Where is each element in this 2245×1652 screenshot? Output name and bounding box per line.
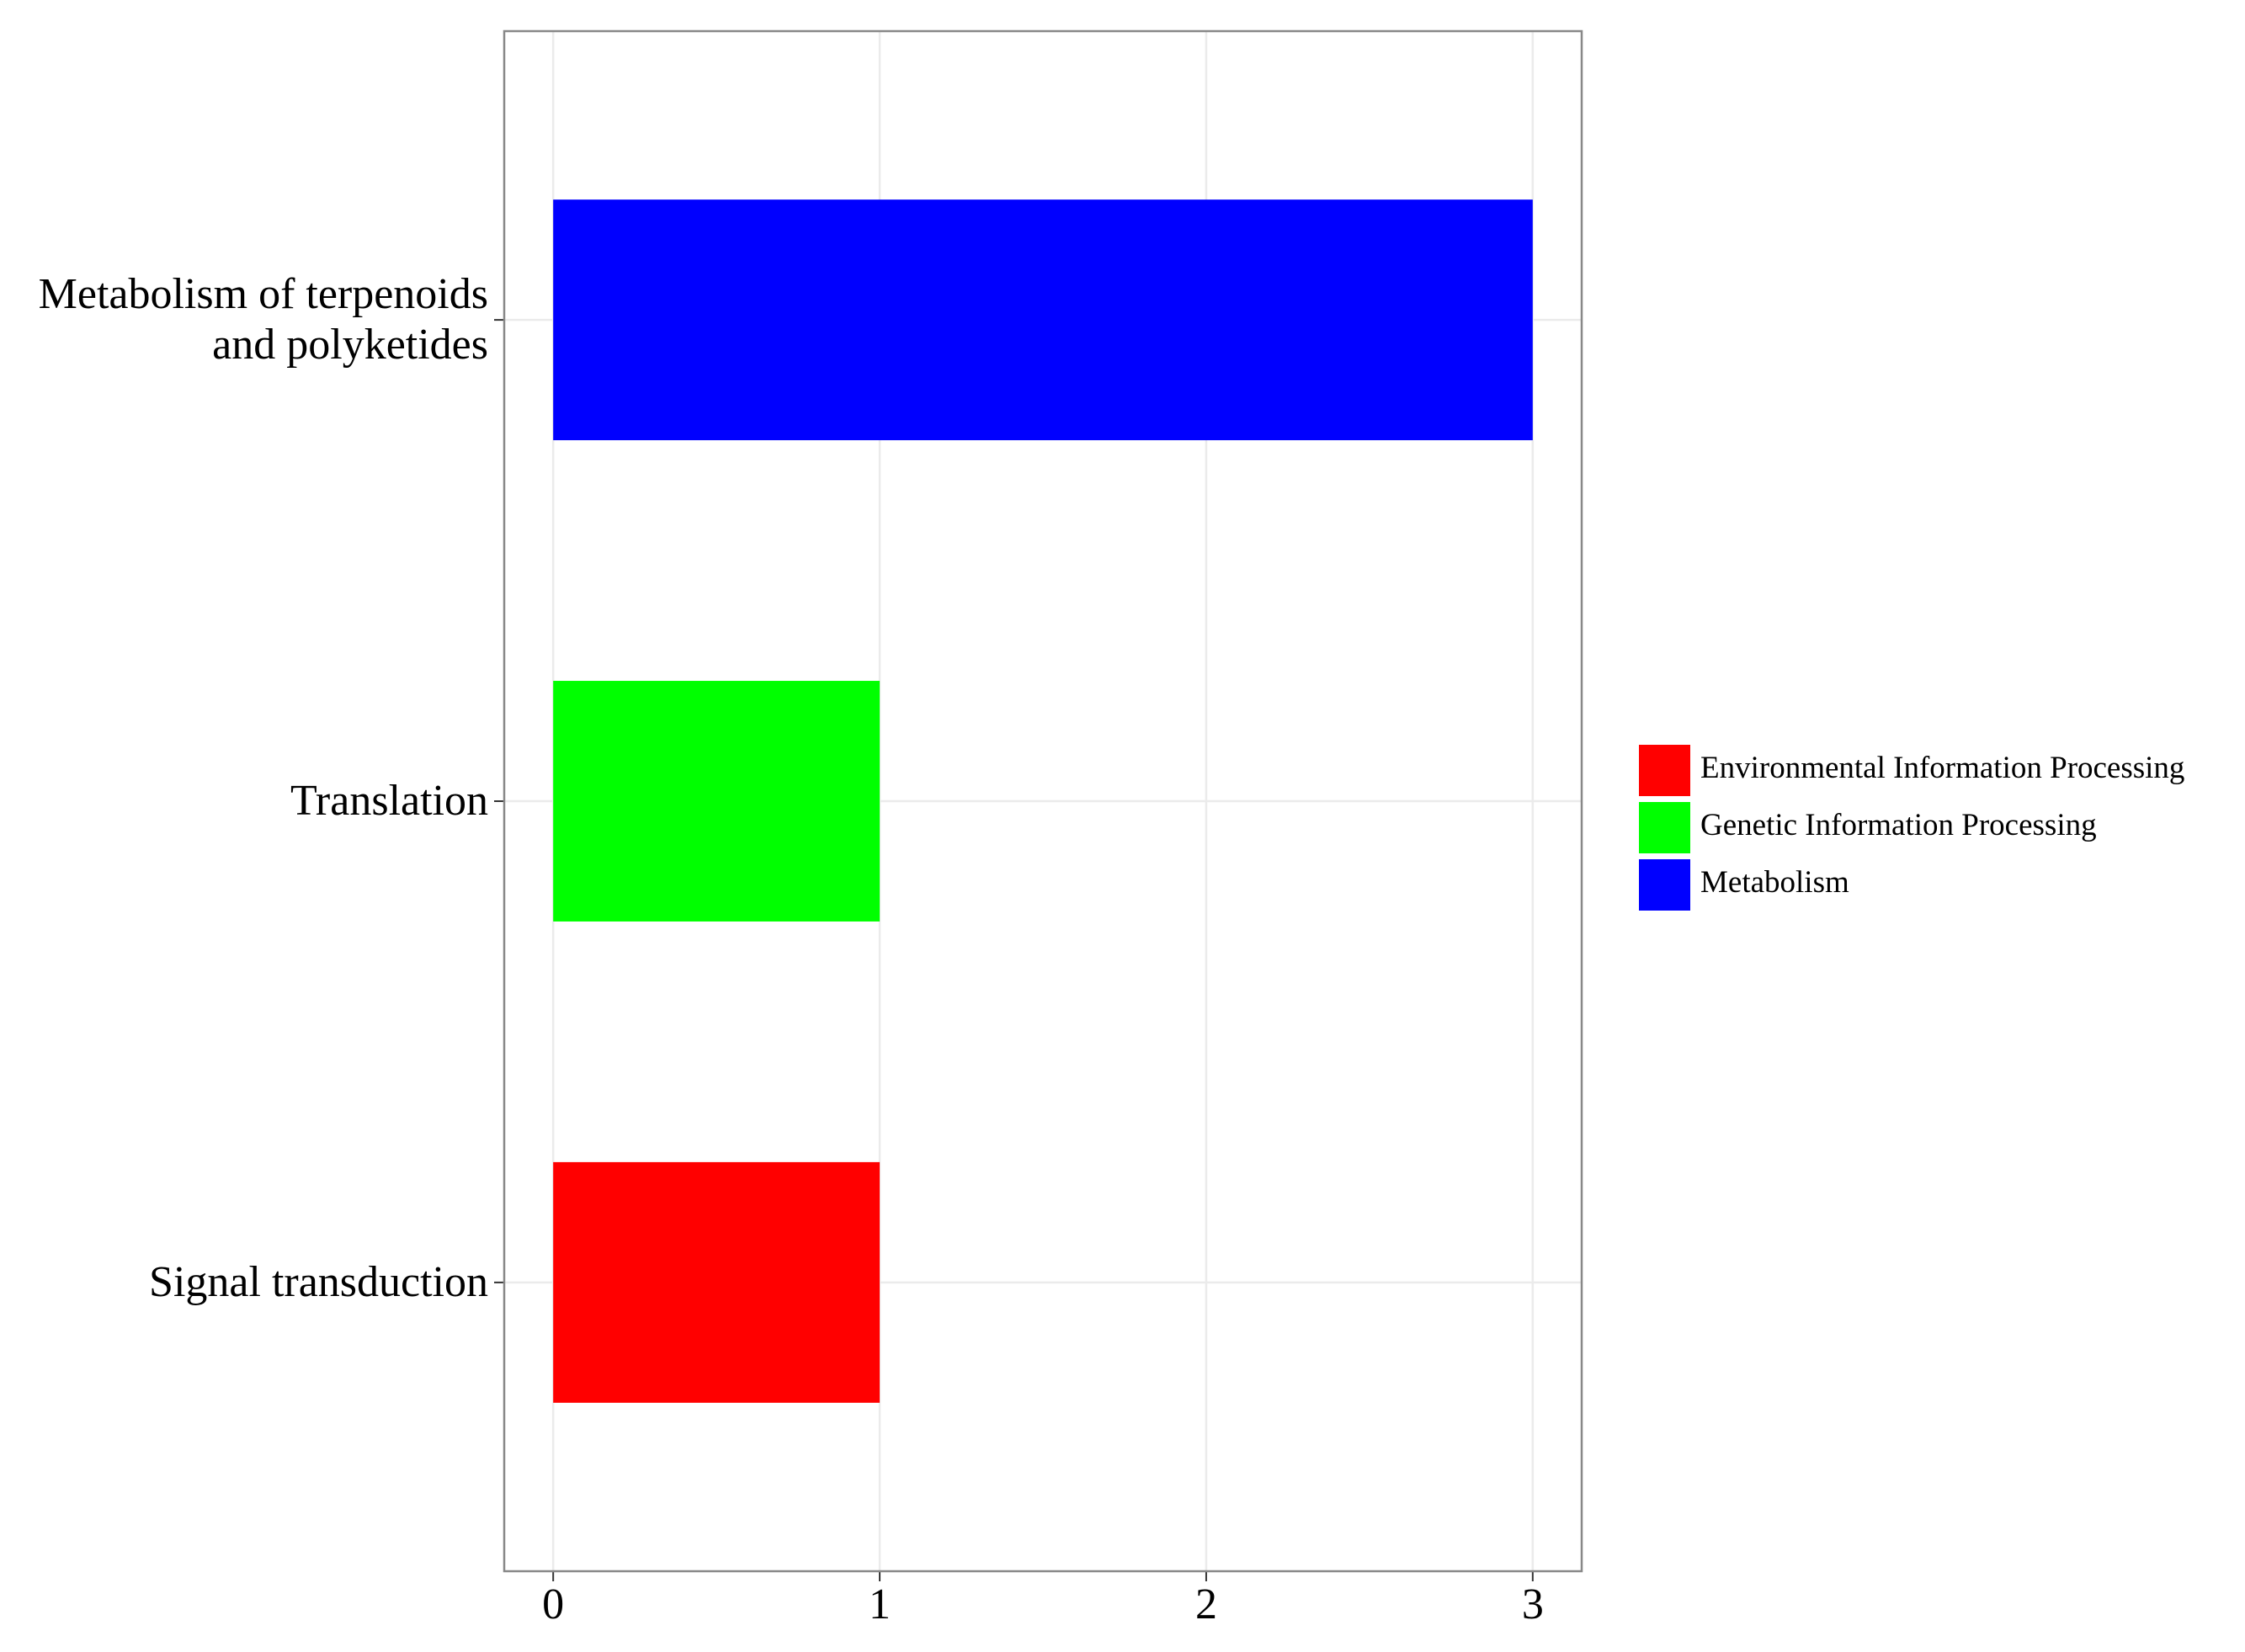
legend-label: Environmental Information Processing: [1700, 751, 2184, 785]
bar: [553, 1161, 880, 1403]
legend-label: Metabolism: [1700, 865, 1849, 900]
legend: Environmental Information Processing Gene…: [1639, 745, 2184, 911]
legend-key: [1639, 745, 1690, 796]
legend-key: [1639, 859, 1690, 911]
bar: [553, 199, 1533, 441]
legend-label: Genetic Information Processing: [1700, 808, 2097, 842]
y-tick-label: Signal transduction: [149, 1257, 488, 1306]
x-tick-label: 1: [869, 1580, 891, 1628]
y-tick-label: Metabolism of terpenoids and polyketides: [38, 270, 488, 369]
legend-key: [1639, 802, 1690, 853]
x-tick-label: 2: [1195, 1580, 1217, 1628]
x-tick-label: 0: [542, 1580, 564, 1628]
plot-border: [503, 29, 1583, 1573]
bar: [553, 681, 880, 922]
x-tick-label: 3: [1522, 1580, 1544, 1628]
y-tick-label: Translation: [290, 777, 488, 825]
